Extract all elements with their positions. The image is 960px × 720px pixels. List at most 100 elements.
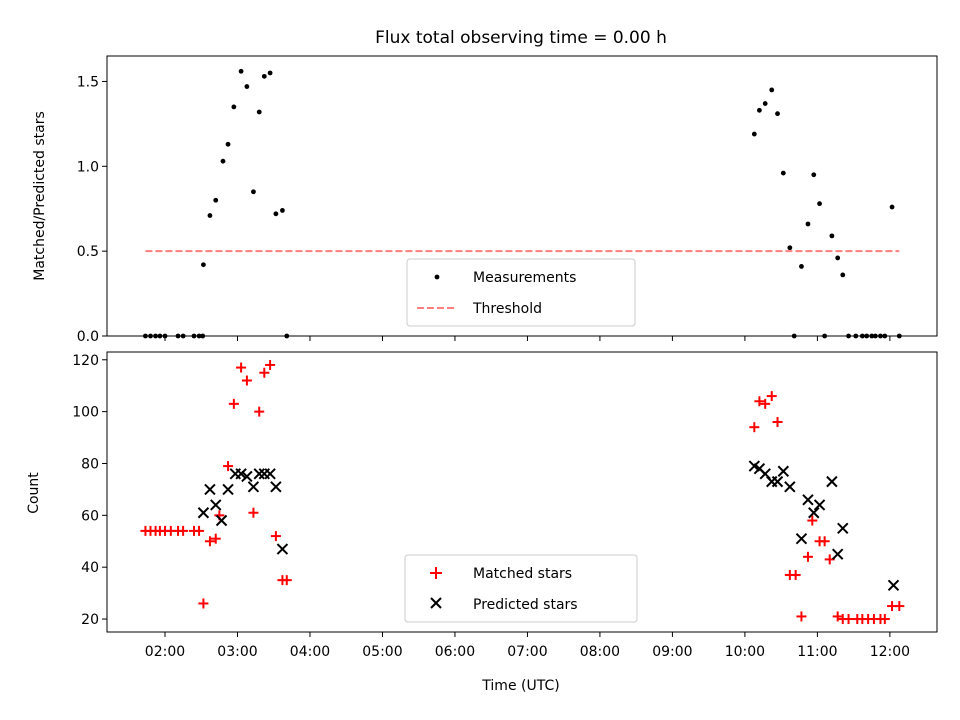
matched-star-point: [259, 367, 270, 378]
measurement-point: [162, 333, 168, 339]
matched-star-point: [802, 551, 813, 562]
measurement-point: [273, 211, 279, 217]
matched-star-point: [241, 375, 252, 386]
matched-star-point: [832, 611, 843, 622]
measurement-point: [817, 201, 822, 207]
measurement-point: [822, 333, 828, 339]
y-tick-label: 40: [81, 560, 99, 576]
measurement-point: [840, 272, 846, 278]
matched-star-point: [760, 398, 771, 409]
x-tick-label: 12:00: [870, 644, 910, 660]
predicted-star-point: [247, 481, 260, 493]
predicted-star-point: [826, 475, 838, 488]
measurement-point: [231, 104, 237, 110]
measurement-point: [213, 197, 219, 203]
measurement-point: [791, 333, 797, 339]
legend-predicted-marker: [430, 597, 442, 609]
measurement-point: [846, 333, 851, 339]
predicted-star-point: [197, 507, 210, 519]
bottom-y-axis-label: Count: [26, 472, 42, 514]
predicted-star-point: [241, 470, 253, 483]
y-tick-label: 1.0: [77, 159, 99, 175]
legend-threshold-label: Threshold: [472, 301, 542, 317]
measurement-point: [148, 333, 153, 339]
legend-measurements-label: Measurements: [473, 270, 576, 286]
predicted-star-point: [264, 468, 276, 480]
measurement-point: [751, 131, 757, 137]
measurement-point: [175, 333, 181, 339]
matched-star-point: [254, 406, 265, 417]
x-tick-label: 10:00: [725, 644, 765, 660]
measurement-point: [853, 333, 859, 339]
top-legend-box: [406, 258, 636, 327]
x-tick-label: 06:00: [435, 644, 475, 660]
matched-star-point: [204, 536, 215, 547]
matched-star-point: [265, 359, 276, 370]
matched-star-point: [766, 391, 777, 402]
y-tick-label: 0.5: [77, 244, 99, 260]
matched-star-point: [819, 536, 830, 547]
bottom-legend-box: [404, 554, 638, 623]
y-tick-label: 1.5: [77, 74, 99, 90]
matched-star-point: [894, 601, 905, 612]
predicted-star-point: [808, 507, 820, 519]
top-legend: Measurements Threshold: [406, 258, 636, 327]
measurement-point: [238, 68, 244, 74]
legend-matched-label: Matched stars: [473, 566, 572, 582]
measurement-point: [153, 333, 158, 339]
measurement-point: [896, 333, 902, 339]
predicted-star-point: [235, 468, 247, 480]
measurement-point: [780, 170, 786, 176]
legend-matched-marker: [430, 567, 442, 579]
measurement-point: [180, 333, 186, 339]
measurement-point: [864, 333, 870, 339]
predicted-star-point: [887, 579, 900, 592]
legend-measurements-marker: [434, 274, 440, 280]
x-tick-label: 03:00: [217, 644, 257, 660]
matched-star-point: [754, 396, 765, 407]
bottom-y-ticks: 20 40 60 80 100 120: [72, 353, 107, 628]
measurement-point: [799, 264, 804, 269]
measurement-point: [775, 111, 780, 117]
x-tick-label: 04:00: [290, 644, 330, 660]
x-tick-label: 11:00: [797, 644, 837, 660]
x-tick-label: 05:00: [362, 644, 402, 660]
predicted-star-point: [802, 494, 814, 506]
predicted-star-point: [210, 499, 222, 511]
predicted-star-point: [204, 483, 216, 496]
y-tick-label: 80: [81, 456, 99, 472]
measurement-point: [196, 333, 202, 339]
measurement-point: [835, 255, 841, 261]
matched-star-point: [843, 614, 854, 625]
measurement-point: [872, 333, 878, 339]
measurement-point: [261, 73, 267, 79]
bottom-panel: 20 40 60 80 100 120 02:00 03:00 04:00 05:00 06:00…: [26, 351, 938, 694]
predicted-star-point: [253, 468, 265, 480]
measurement-point: [769, 87, 775, 93]
matched-star-point: [807, 515, 818, 526]
legend-predicted-label: Predicted stars: [473, 597, 578, 613]
measurement-point: [256, 109, 262, 115]
x-tick-label: 08:00: [580, 644, 620, 660]
measurement-point: [805, 221, 811, 227]
predicted-star-point: [276, 543, 289, 555]
y-tick-label: 0.0: [77, 329, 99, 345]
top-x-ticks: [164, 336, 891, 341]
measurement-point: [280, 208, 285, 213]
predicted-star-point: [813, 499, 826, 511]
bottom-series: [140, 359, 905, 625]
predicted-star-point: [837, 522, 849, 535]
measurement-point: [157, 333, 163, 339]
matched-star-point: [281, 575, 292, 586]
measurement-point: [757, 107, 762, 113]
matched-star-point: [210, 533, 221, 544]
measurement-point: [284, 333, 290, 339]
measurement-point: [878, 333, 883, 339]
top-y-axis-label: Matched/Predicted stars: [32, 111, 48, 281]
measurement-point: [889, 204, 895, 210]
matched-star-point: [223, 461, 234, 472]
top-series: [143, 68, 902, 339]
matched-star-point: [178, 525, 189, 536]
measurement-point: [811, 172, 817, 178]
measurement-point: [200, 333, 206, 339]
